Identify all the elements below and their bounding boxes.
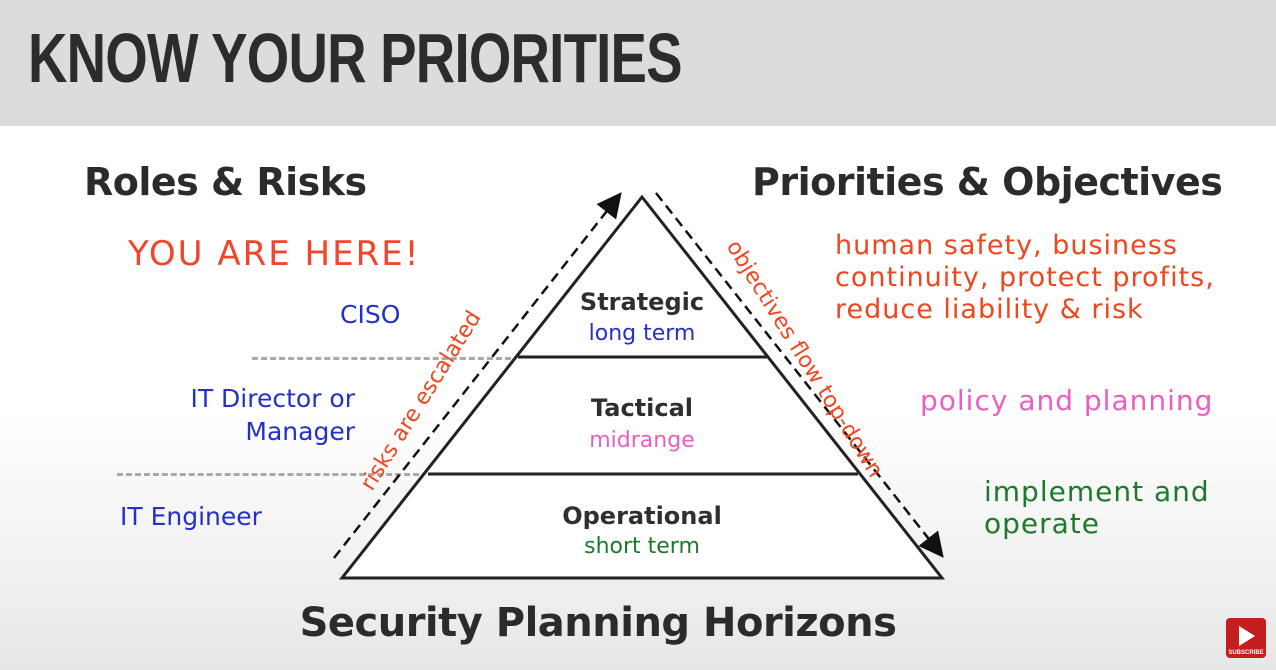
tier-strategic-name: Strategic xyxy=(580,288,704,316)
tier-tactical-term: midrange xyxy=(589,428,694,453)
objective-tactical: policy and planning xyxy=(920,384,1214,417)
pyramid-outline xyxy=(338,194,946,580)
you-are-here-note: YOU ARE HERE! xyxy=(128,234,421,274)
objective-operational-text: implement and operate xyxy=(984,475,1210,540)
play-icon xyxy=(1239,626,1255,646)
diagram-title: Security Planning Horizons xyxy=(299,600,897,646)
page-title: KNOW YOUR PRIORITIES xyxy=(28,19,683,97)
tier-operational-term: short term xyxy=(584,534,700,559)
divider-tactical-operational xyxy=(117,473,437,476)
objective-strategic: human safety, business continuity, prote… xyxy=(835,230,1255,326)
tier-strategic-term: long term xyxy=(589,321,696,346)
role-it-director: IT Director or Manager xyxy=(190,384,355,446)
objective-strategic-text: human safety, business continuity, prote… xyxy=(835,230,1215,325)
tier-operational-name: Operational xyxy=(562,502,722,530)
roles-risks-heading: Roles & Risks xyxy=(84,160,367,204)
tier-tactical-name: Tactical xyxy=(591,394,693,422)
divider-strategic-tactical xyxy=(252,357,520,360)
priorities-objectives-heading: Priorities & Objectives xyxy=(752,160,1223,204)
objective-operational: implement and operate xyxy=(984,476,1214,540)
subscribe-label: SUBSCRIBE xyxy=(1228,650,1264,656)
role-it-engineer: IT Engineer xyxy=(120,502,262,531)
top-down-arrow xyxy=(655,192,944,558)
header-banner: KNOW YOUR PRIORITIES xyxy=(0,0,1276,126)
role-ciso: CISO xyxy=(340,300,401,329)
subscribe-button[interactable]: SUBSCRIBE xyxy=(1226,618,1266,658)
escalation-arrow xyxy=(333,192,622,559)
